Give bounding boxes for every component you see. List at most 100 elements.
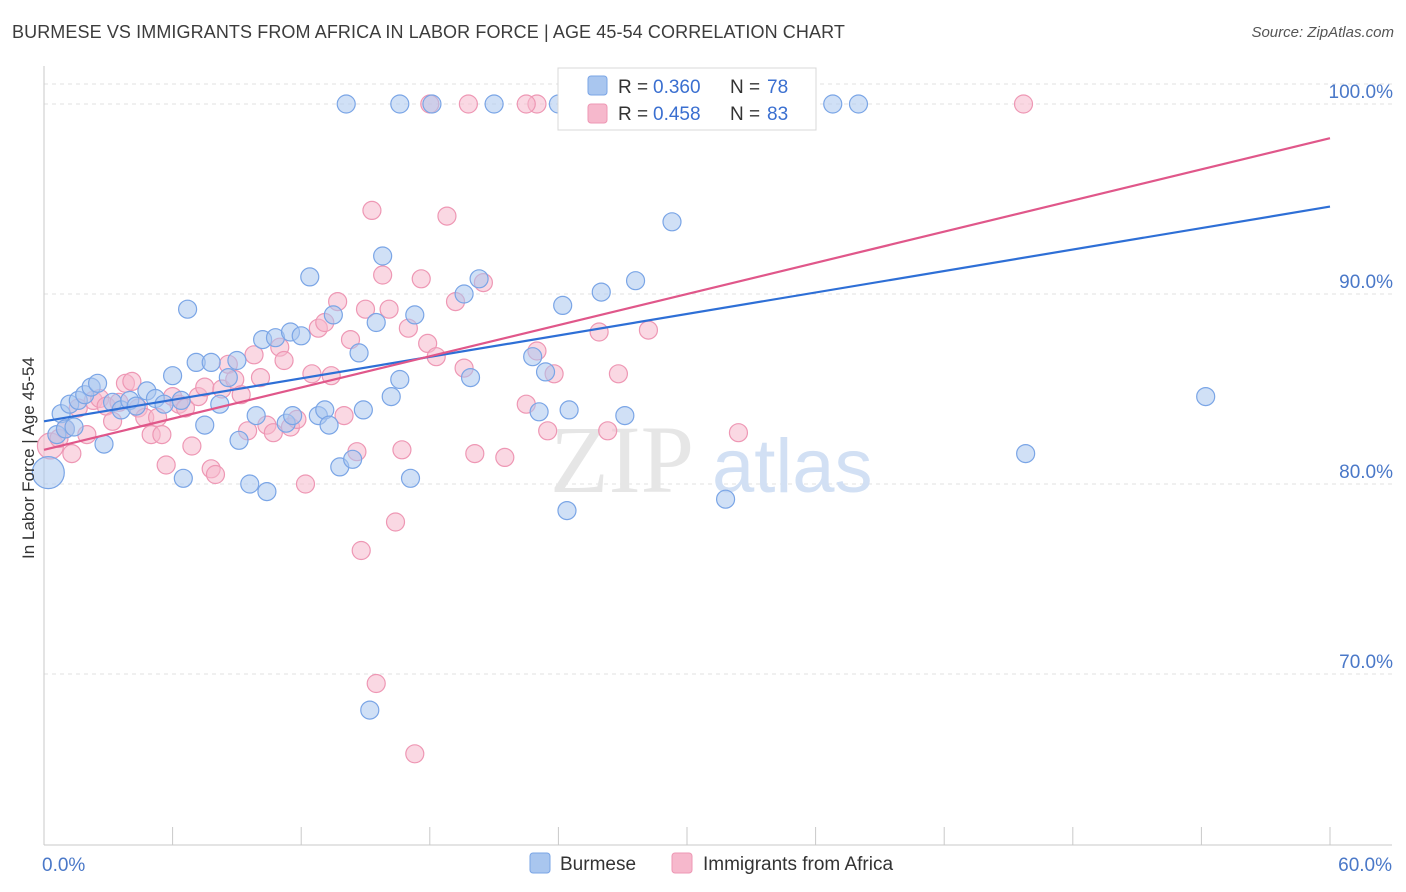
point-africa <box>411 269 431 289</box>
point-burmese <box>178 299 198 319</box>
point-burmese <box>353 400 373 420</box>
point-africa <box>244 345 264 365</box>
legend-r-label-burmese: R = <box>618 77 648 98</box>
point-burmese <box>484 94 504 114</box>
point-burmese <box>529 402 549 422</box>
point-africa <box>334 406 354 426</box>
point-burmese <box>390 94 410 114</box>
point-burmese <box>246 406 266 426</box>
point-africa <box>437 206 457 226</box>
y-tick-label: 100.0% <box>1329 82 1394 103</box>
point-africa <box>608 364 629 384</box>
point-burmese <box>559 400 579 420</box>
point-africa <box>1013 94 1034 114</box>
legend-n-value-burmese: 78 <box>767 77 788 98</box>
point-burmese <box>848 94 869 114</box>
point-burmese <box>615 406 635 426</box>
bottom-legend: Burmese Immigrants from Africa <box>529 852 893 875</box>
legend-n-value-africa: 83 <box>767 104 788 125</box>
point-africa <box>589 322 609 342</box>
point-burmese <box>535 362 556 382</box>
point-burmese <box>291 326 311 346</box>
point-africa <box>465 444 485 464</box>
point-burmese <box>625 271 646 291</box>
point-burmese <box>300 267 320 287</box>
point-africa <box>122 371 142 391</box>
bottom-legend-swatch-africa <box>671 852 693 874</box>
point-africa <box>366 673 386 694</box>
point-burmese <box>823 94 843 114</box>
point-africa <box>379 299 399 319</box>
point-africa <box>638 320 659 340</box>
point-burmese <box>240 474 260 494</box>
point-burmese <box>1016 444 1036 464</box>
point-burmese <box>210 394 230 414</box>
bottom-legend-swatch-burmese <box>529 852 551 874</box>
point-burmese <box>343 449 363 469</box>
point-africa <box>205 464 226 485</box>
point-africa <box>152 425 172 445</box>
point-africa <box>538 421 558 441</box>
point-burmese <box>460 368 481 388</box>
point-africa <box>392 440 412 460</box>
point-burmese <box>229 430 249 450</box>
point-burmese <box>390 369 410 390</box>
chart-source: Source: ZipAtlas.com <box>1251 24 1394 41</box>
point-africa <box>516 94 536 114</box>
top-legend: R = 0.360 N = 78 R = 0.458 N = 83 <box>557 67 817 131</box>
point-africa <box>351 540 371 561</box>
point-africa <box>302 364 322 384</box>
trend-line-burmese <box>43 205 1331 423</box>
point-africa <box>355 299 376 319</box>
point-burmese <box>64 417 84 437</box>
point-burmese <box>469 269 489 289</box>
point-burmese <box>163 366 183 386</box>
x-tick-label-min: 0.0% <box>42 855 85 876</box>
point-burmese <box>31 456 65 490</box>
point-burmese <box>173 468 193 488</box>
point-africa <box>373 265 393 285</box>
point-burmese <box>319 415 339 435</box>
point-burmese <box>323 305 343 325</box>
point-burmese <box>454 284 474 304</box>
point-burmese <box>1196 387 1216 407</box>
point-africa <box>405 744 425 764</box>
legend-r-label-africa: R = <box>618 104 648 125</box>
legend-n-label-burmese: N = <box>730 77 760 98</box>
point-burmese <box>87 373 108 393</box>
point-burmese <box>336 94 356 114</box>
point-burmese <box>557 501 577 521</box>
point-africa <box>458 94 478 114</box>
chart-title: BURMESE VS IMMIGRANTS FROM AFRICA IN LAB… <box>12 22 845 42</box>
point-africa <box>156 455 176 475</box>
point-burmese <box>366 312 386 333</box>
point-burmese <box>218 368 238 388</box>
y-tick-label: 80.0% <box>1339 462 1393 483</box>
y-tick-label: 90.0% <box>1339 272 1393 293</box>
point-africa <box>250 368 271 388</box>
y-tick-labels: 70.0% 80.0% 90.0% 100.0% <box>1329 82 1394 673</box>
point-africa <box>598 421 618 441</box>
legend-swatch-burmese <box>587 75 608 96</box>
point-burmese <box>381 387 401 407</box>
point-africa <box>728 423 749 443</box>
y-axis-label: In Labor Force | Age 45-54 <box>19 357 38 559</box>
bottom-legend-label-africa: Immigrants from Africa <box>703 854 893 875</box>
trend-lines <box>43 137 1331 451</box>
point-burmese <box>405 305 425 325</box>
legend-r-value-africa: 0.458 <box>653 104 701 125</box>
point-burmese <box>400 468 421 488</box>
point-burmese <box>201 352 221 372</box>
point-burmese <box>360 700 380 720</box>
point-burmese <box>553 295 573 315</box>
legend-n-label-africa: N = <box>730 104 760 125</box>
point-africa <box>362 200 382 220</box>
legend-r-value-burmese: 0.360 <box>653 77 701 98</box>
bottom-legend-label-burmese: Burmese <box>560 854 636 875</box>
point-burmese <box>523 347 543 367</box>
point-burmese <box>715 489 736 509</box>
trend-line-africa <box>43 137 1331 451</box>
point-africa <box>274 350 294 371</box>
point-africa <box>263 423 283 443</box>
